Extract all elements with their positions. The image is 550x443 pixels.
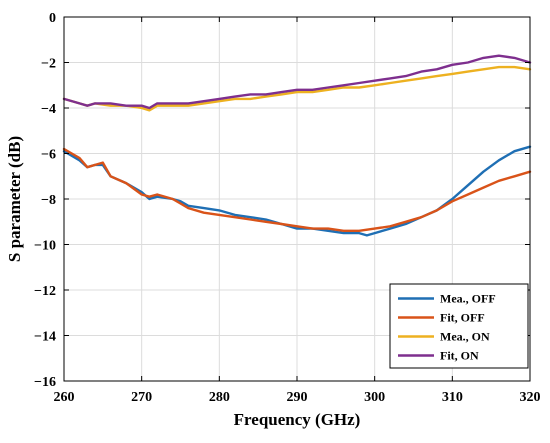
legend-label: Mea., OFF (440, 292, 496, 306)
legend-label: Mea., ON (440, 330, 490, 344)
y-tick-label: −12 (34, 284, 56, 299)
x-tick-label: 260 (54, 390, 75, 405)
x-tick-label: 320 (520, 390, 541, 405)
legend-label: Fit, ON (440, 349, 479, 363)
y-tick-label: −2 (41, 57, 56, 72)
x-tick-label: 280 (209, 390, 230, 405)
y-axis-title: S parameter (dB) (5, 136, 24, 262)
y-tick-label: −6 (41, 148, 56, 163)
y-tick-label: 0 (49, 11, 56, 26)
x-tick-label: 300 (364, 390, 385, 405)
series-line-fit-off (62, 147, 532, 233)
y-tick-label: −4 (41, 102, 56, 117)
x-tick-label: 290 (287, 390, 308, 405)
series-line-fit-on (62, 54, 532, 110)
series-lines (62, 54, 532, 237)
x-axis-title: Frequency (GHz) (234, 410, 361, 429)
y-tick-label: −10 (34, 239, 56, 254)
y-tick-label: −8 (41, 193, 56, 208)
legend-label: Fit, OFF (440, 311, 485, 325)
axis-ticks: 260 270 280 290 300 310 320 0 −2 −4 −6 −8 −10 −12 −14 −… (34, 11, 540, 405)
y-tick-label: −16 (34, 375, 56, 390)
x-tick-label: 270 (131, 390, 152, 405)
x-tick-label: 310 (442, 390, 463, 405)
legend: Mea., OFF Fit, OFF Mea., ON Fit, ON (389, 283, 529, 369)
y-tick-label: −14 (34, 330, 56, 345)
